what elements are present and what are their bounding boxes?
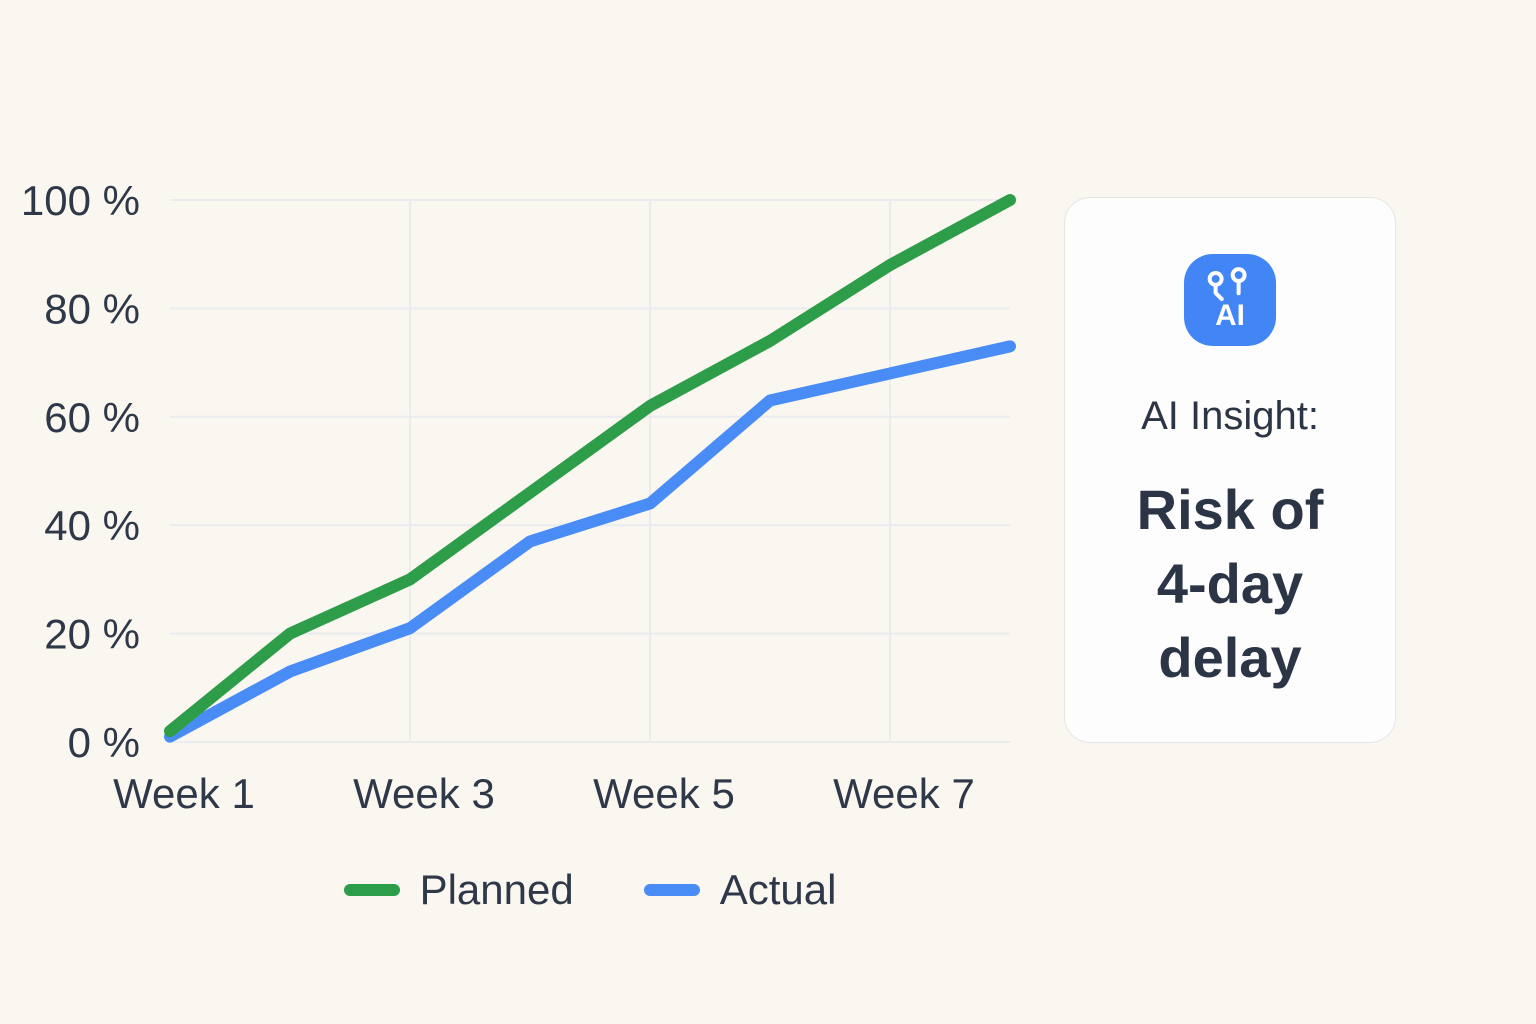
y-tick-label: 60 % bbox=[44, 394, 140, 441]
legend-item-actual: Actual bbox=[643, 866, 837, 914]
y-tick-label: 0 % bbox=[68, 719, 140, 766]
y-tick-label: 80 % bbox=[44, 285, 140, 332]
planned-swatch bbox=[343, 884, 400, 896]
series-line-planned bbox=[164, 194, 1016, 738]
series-line-actual bbox=[164, 340, 1016, 743]
legend-item-planned: Planned bbox=[343, 866, 574, 914]
actual-swatch bbox=[643, 884, 700, 896]
y-tick-label: 40 % bbox=[44, 502, 140, 549]
x-tick-label: Week 1 bbox=[113, 770, 255, 817]
x-tick-label: Week 5 bbox=[593, 770, 735, 817]
x-tick-label: Week 3 bbox=[353, 770, 495, 817]
y-tick-label: 100 % bbox=[21, 177, 140, 224]
insight-message: Risk of 4-day delay bbox=[1136, 478, 1324, 689]
progress-line-chart: 0 % 20 % 40 % 60 % 80 % 100 % Week 1 Week 3 Week… bbox=[21, 177, 1016, 817]
ai-icon-text: AI bbox=[1215, 299, 1245, 332]
ai-insight-card: AI AI Insight: Risk of 4-day delay bbox=[1064, 197, 1396, 743]
insight-title: AI Insight: bbox=[1141, 394, 1319, 438]
legend-label-planned: Planned bbox=[419, 866, 574, 913]
x-tick-label: Week 7 bbox=[833, 770, 975, 817]
chart-legend: Planned Actual bbox=[170, 866, 1010, 914]
ai-chip-icon: AI bbox=[1184, 254, 1276, 346]
ai-icon-background bbox=[1184, 254, 1276, 346]
legend-label-actual: Actual bbox=[719, 866, 837, 913]
y-tick-label: 20 % bbox=[44, 611, 140, 658]
